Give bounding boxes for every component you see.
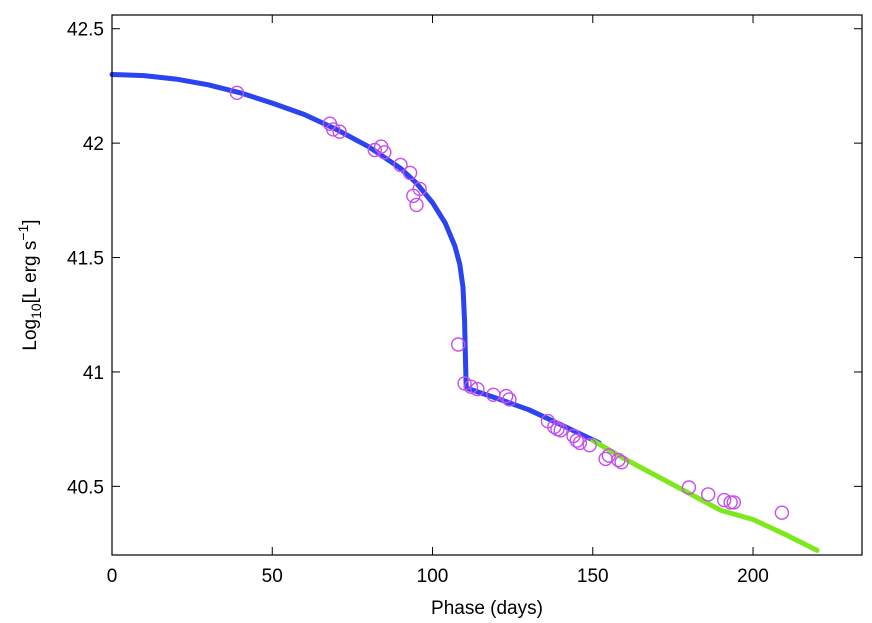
- y-axis-title-subscript: 10: [28, 303, 44, 319]
- data-point-34: [723, 495, 738, 510]
- data-point-15: [470, 381, 485, 397]
- data-point-0: [229, 85, 245, 101]
- data-point-12: [451, 337, 466, 352]
- data-point-35: [726, 495, 741, 510]
- data-point-6: [377, 145, 392, 160]
- y-tick-label: 41: [83, 363, 104, 384]
- y-axis-title-superscript: −1: [15, 224, 31, 240]
- data-point-22: [553, 423, 568, 438]
- data-point-31: [681, 480, 697, 495]
- data-point-28: [601, 448, 616, 463]
- data-point-18: [502, 392, 517, 407]
- data-point-14: [463, 379, 479, 394]
- y-axis-title-main: [L erg s: [20, 241, 41, 304]
- data-point-7: [393, 157, 408, 173]
- data-point-30: [614, 455, 629, 470]
- data-point-25: [572, 435, 588, 451]
- series-line-1: [590, 438, 820, 553]
- data-point-8: [402, 165, 418, 181]
- y-axis: 40.5 41 41.5 42 42.5: [67, 20, 862, 498]
- series-line-0: [109, 72, 602, 446]
- x-tick-label: 50: [262, 566, 283, 587]
- y-tick-label: 42.5: [67, 20, 104, 41]
- markers-layer: [229, 85, 790, 520]
- data-point-2: [326, 122, 341, 137]
- y-tick-label: 41.5: [67, 249, 104, 270]
- data-point-26: [582, 438, 597, 453]
- x-tick-label: 0: [107, 566, 118, 587]
- x-tick-label: 100: [417, 566, 449, 587]
- data-point-33: [717, 492, 732, 508]
- data-point-24: [569, 433, 584, 448]
- curves-layer: [109, 72, 820, 553]
- x-tick-label: 200: [737, 566, 769, 587]
- x-axis: 0 50 100 150 200: [107, 15, 769, 587]
- y-axis-title-suffix: ]: [20, 219, 41, 224]
- data-point-10: [409, 197, 424, 213]
- y-axis-title-prefix: Log: [20, 319, 41, 351]
- x-axis-title: Phase (days): [431, 598, 543, 619]
- y-tick-label: 42: [83, 134, 104, 155]
- data-point-27: [598, 451, 613, 467]
- data-point-11: [412, 181, 427, 197]
- data-point-36: [774, 505, 790, 520]
- plot-frame: [111, 14, 863, 556]
- data-point-29: [611, 452, 626, 468]
- y-tick-label: 40.5: [67, 477, 104, 498]
- x-tick-label: 150: [577, 566, 609, 587]
- data-point-3: [332, 124, 347, 139]
- data-point-17: [499, 388, 514, 404]
- y-axis-title: Log10[L erg s−1]: [15, 219, 44, 350]
- data-point-32: [701, 487, 716, 502]
